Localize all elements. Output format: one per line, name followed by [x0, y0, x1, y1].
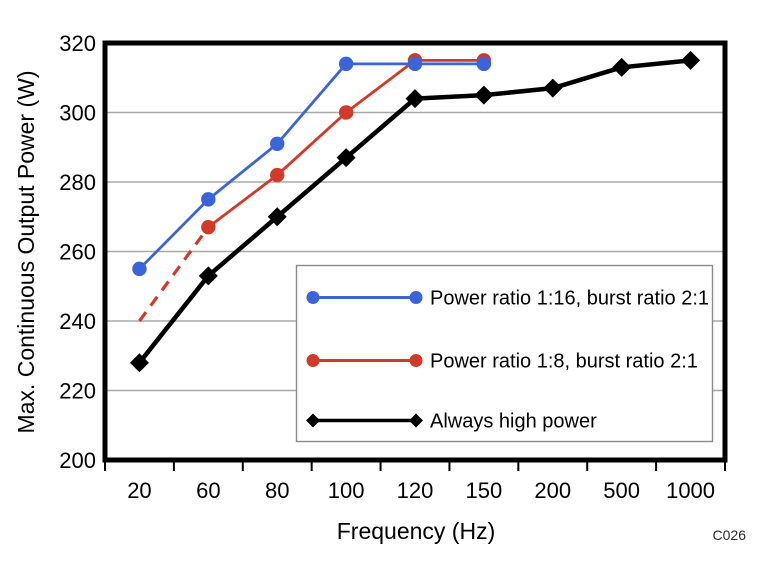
figure-code-label: C026: [713, 527, 747, 543]
data-point-marker: [612, 57, 632, 77]
x-tick-label-60: 60: [196, 478, 220, 503]
x-tick-label-20: 20: [127, 478, 151, 503]
series-line: [138, 62, 484, 270]
series-always-high-power: [129, 50, 701, 373]
x-tick-label-500: 500: [603, 478, 640, 503]
x-axis-title: Frequency (Hz): [337, 518, 495, 544]
x-tick-label-80: 80: [265, 478, 289, 503]
data-point-marker: [267, 207, 287, 227]
y-axis-title: Max. Continuous Output Power (W): [13, 70, 39, 433]
x-tick-label-200: 200: [534, 478, 571, 503]
data-point-marker: [270, 136, 285, 151]
data-point-marker: [407, 56, 423, 72]
legend-item-power-ratio-1-8-burst-ratio-2-1: Power ratio 1:8, burst ratio 2:1: [306, 351, 698, 373]
data-point-marker: [338, 105, 354, 120]
y-tick-label-260: 260: [59, 240, 96, 265]
legend-item-always-high-power: Always high power: [306, 411, 597, 433]
data-point-marker: [543, 78, 563, 98]
legend-marker: [409, 413, 423, 428]
legend-label: Always high power: [430, 411, 597, 433]
series-line: [207, 58, 484, 229]
y-tick-label-200: 200: [59, 448, 96, 473]
data-point-marker: [476, 56, 492, 72]
data-point-marker: [198, 266, 218, 286]
data-point-marker: [681, 50, 701, 70]
y-tick-label-320: 320: [59, 31, 96, 56]
x-tick-label-100: 100: [328, 478, 365, 503]
data-point-marker: [474, 85, 494, 105]
legend-label: Power ratio 1:16, burst ratio 2:1: [430, 288, 709, 310]
legend-label: Power ratio 1:8, burst ratio 2:1: [430, 351, 698, 373]
data-point-marker: [270, 167, 285, 183]
data-point-marker: [201, 192, 216, 207]
data-point-marker: [336, 148, 356, 168]
legend-marker: [306, 413, 320, 428]
x-tick-label-120: 120: [397, 478, 434, 503]
legend-marker: [306, 354, 320, 367]
y-tick-label-240: 240: [59, 309, 96, 334]
legend-marker: [409, 354, 423, 367]
data-point-marker: [201, 219, 216, 235]
data-point-marker: [405, 89, 425, 109]
chart-generated-content: 200 220 240 260 280 300 320 20 60 80 100 120 150 200 5…: [59, 31, 728, 503]
legend-marker: [409, 291, 423, 304]
legend-box: [295, 264, 714, 443]
x-tick-label-1000: 1000: [666, 478, 715, 503]
series-power-ratio-1-16-burst-ratio-2-1: [132, 56, 492, 277]
data-point-marker: [338, 56, 354, 72]
x-tick-label-150: 150: [466, 478, 503, 503]
y-tick-label-220: 220: [59, 379, 96, 404]
series-line: [138, 226, 210, 322]
legend-item-power-ratio-1-16-burst-ratio-2-1: Power ratio 1:16, burst ratio 2:1: [306, 288, 709, 310]
data-point-marker: [132, 261, 147, 277]
plot-border: [102, 40, 728, 463]
data-point-marker: [129, 353, 149, 373]
y-tick-label-280: 280: [59, 170, 96, 195]
y-tick-label-300: 300: [59, 101, 96, 126]
legend-marker: [306, 291, 320, 304]
